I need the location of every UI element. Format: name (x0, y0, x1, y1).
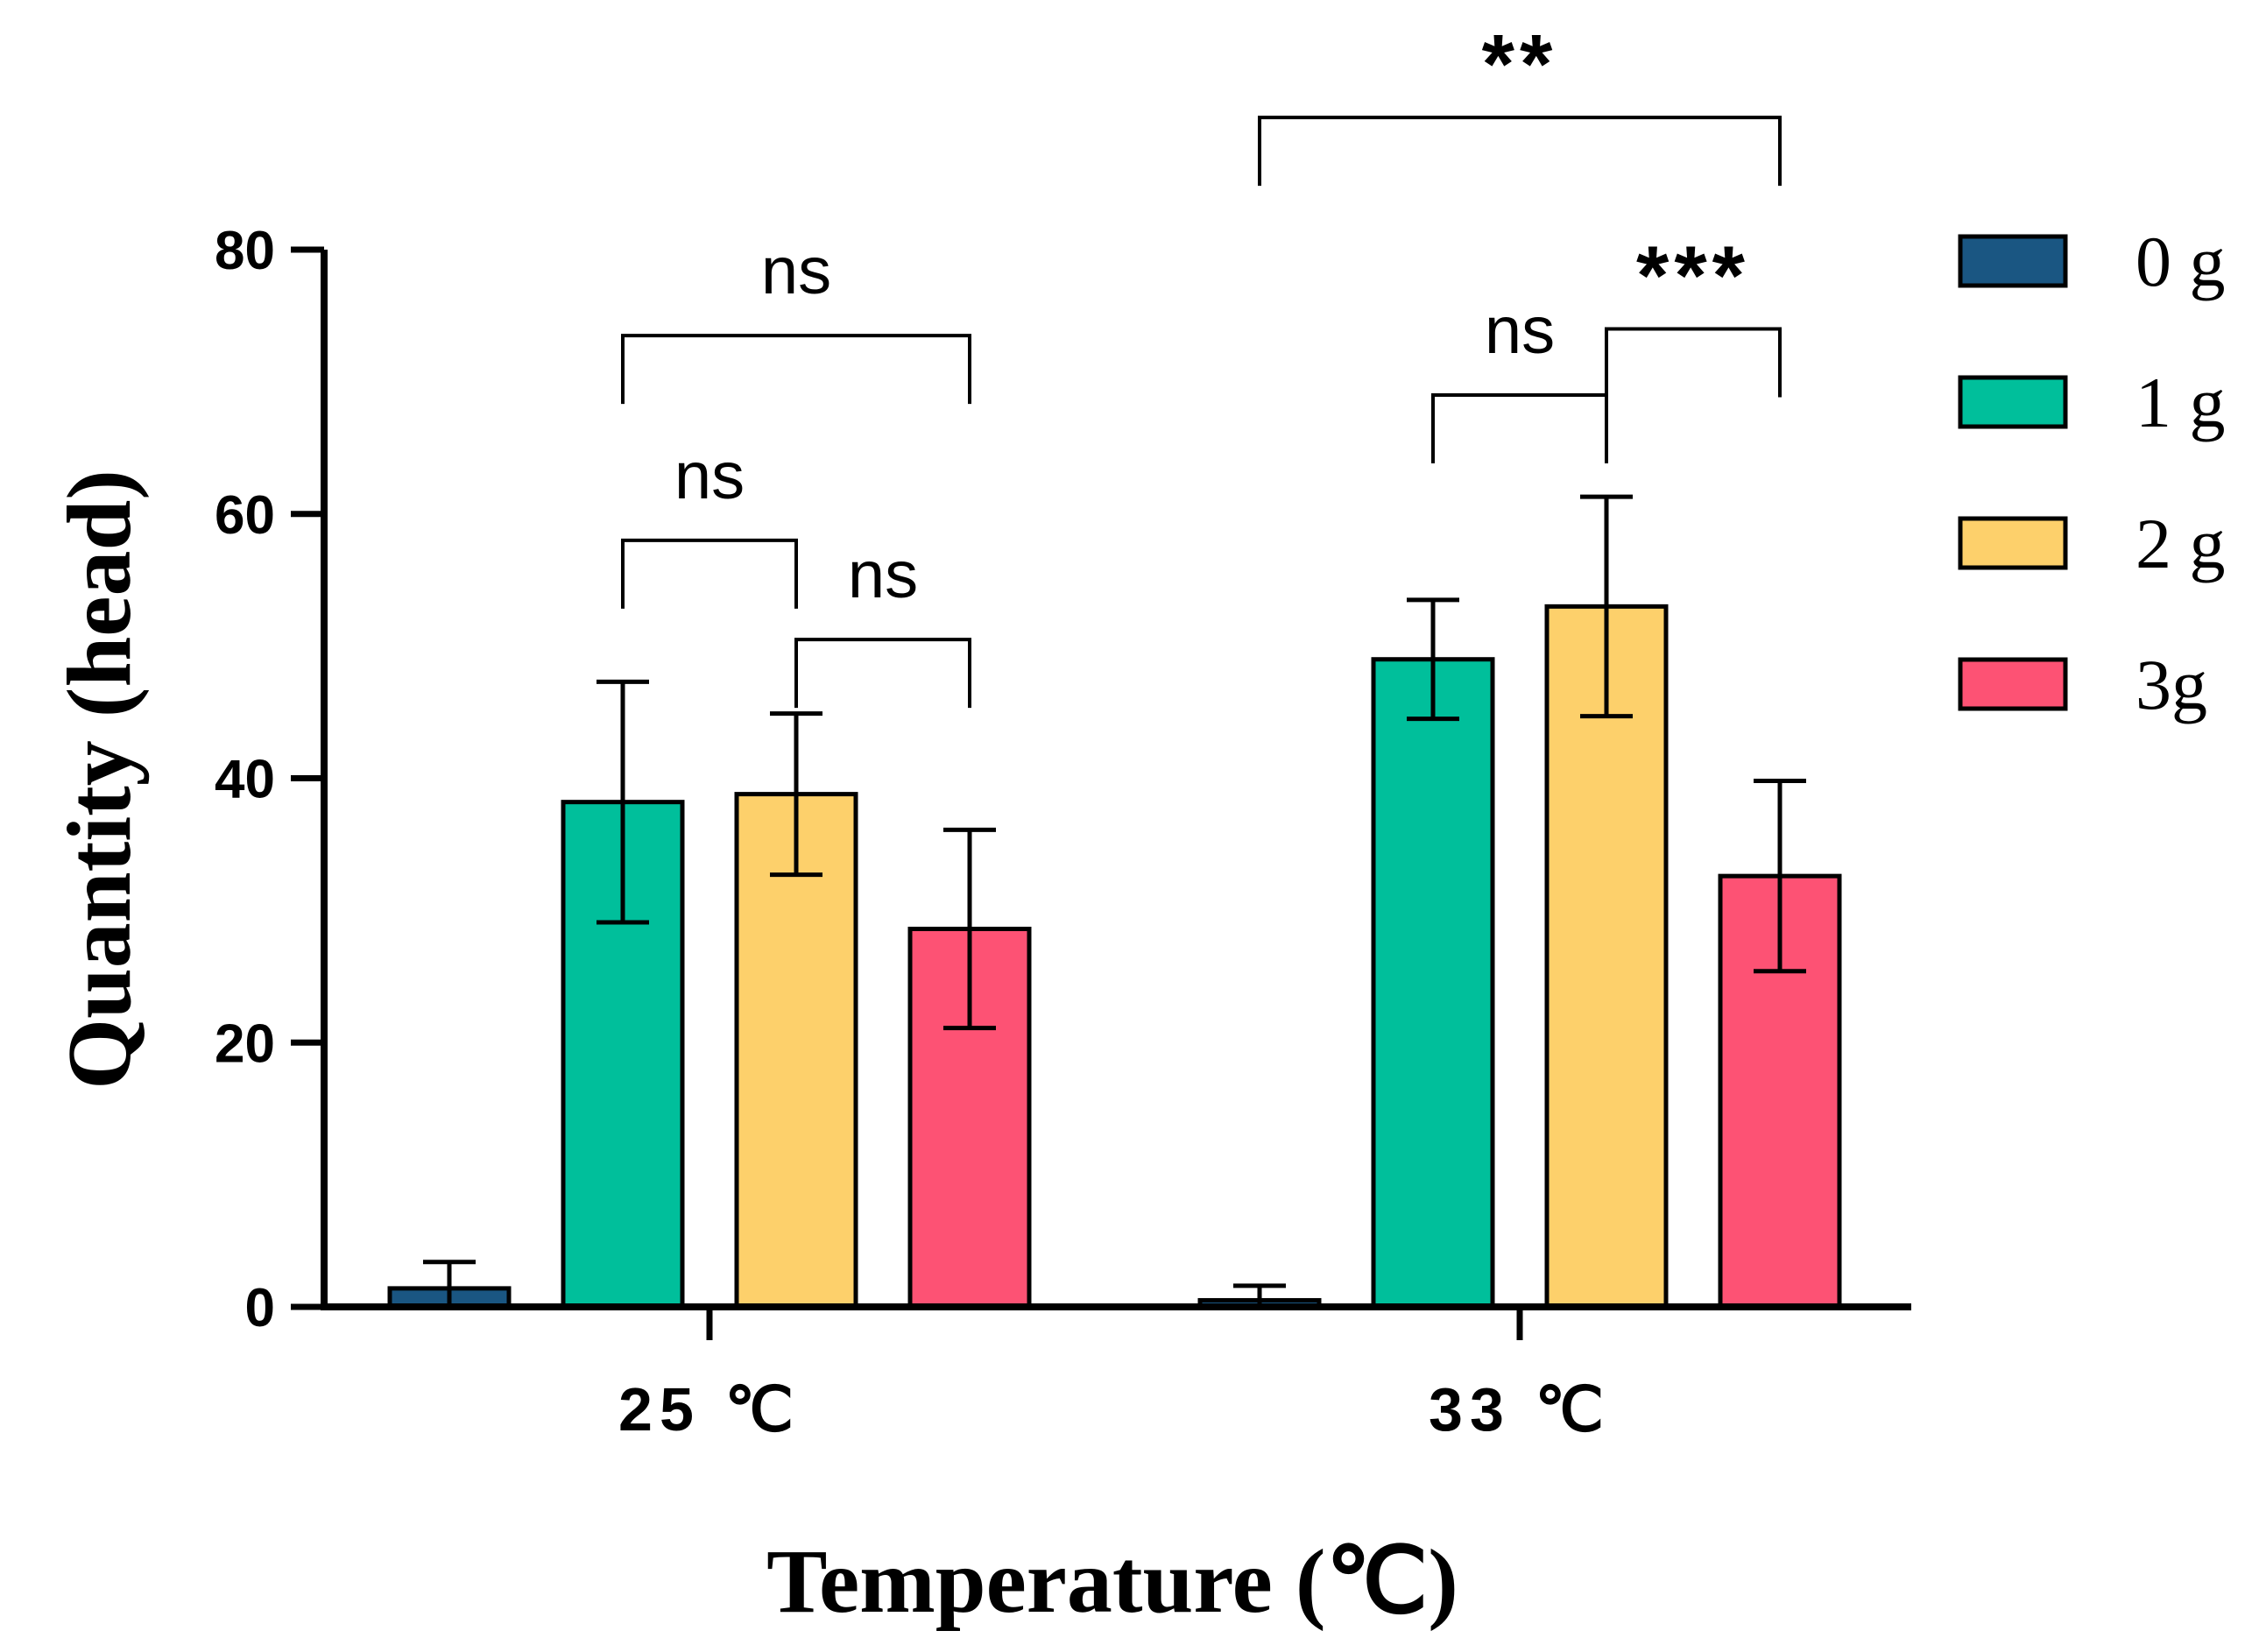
significance-bracket-2 (794, 638, 971, 709)
legend-swatch-3 (1958, 657, 2068, 711)
bar-1g-1 (1371, 657, 1495, 1310)
significance-label-0: ns (761, 234, 831, 308)
significance-label-5: *** (1636, 229, 1750, 323)
y-tick-label-80: 80 (215, 221, 275, 281)
legend-label-1: 1 g (2135, 363, 2226, 442)
legend-swatch-2 (1958, 516, 2068, 570)
legend-swatch-0 (1958, 234, 2068, 288)
significance-layer: ns ns ns ** ns *** (621, 18, 1782, 709)
legend-swatch-1 (1958, 375, 2068, 429)
significance-bracket-4 (1431, 392, 1608, 463)
y-tick-label-20: 20 (215, 1013, 275, 1074)
axes-layer: 0 20 40 60 80 25 ℃ 33 ℃ (215, 221, 1911, 1444)
legend-label-0: 0 g (2135, 222, 2226, 301)
y-tick-label-40: 40 (215, 750, 275, 810)
significance-bracket-1 (621, 538, 798, 609)
significance-label-3: ** (1482, 18, 1558, 111)
significance-bracket-0 (621, 334, 971, 405)
significance-bracket-5 (1605, 327, 1782, 398)
significance-label-4: ns (1485, 293, 1555, 368)
significance-bracket-3 (1258, 116, 1782, 187)
y-tick-label-60: 60 (215, 485, 275, 546)
legend: 0 g 1 g 2 g 3g (1958, 222, 2226, 724)
legend-label-3: 3g (2135, 645, 2207, 724)
bars-layer (387, 604, 1842, 1310)
x-tick-label-0: 25 ℃ (618, 1375, 801, 1444)
y-axis-title: Quantity (head) (49, 469, 150, 1090)
x-tick-label-1: 33 ℃ (1429, 1375, 1611, 1444)
significance-label-1: ns (674, 439, 745, 513)
x-axis-title: Temperature (℃) (766, 1531, 1458, 1632)
legend-label-2: 2 g (2135, 504, 2226, 583)
y-tick-label-0: 0 (245, 1278, 275, 1338)
significance-label-2: ns (848, 538, 918, 612)
